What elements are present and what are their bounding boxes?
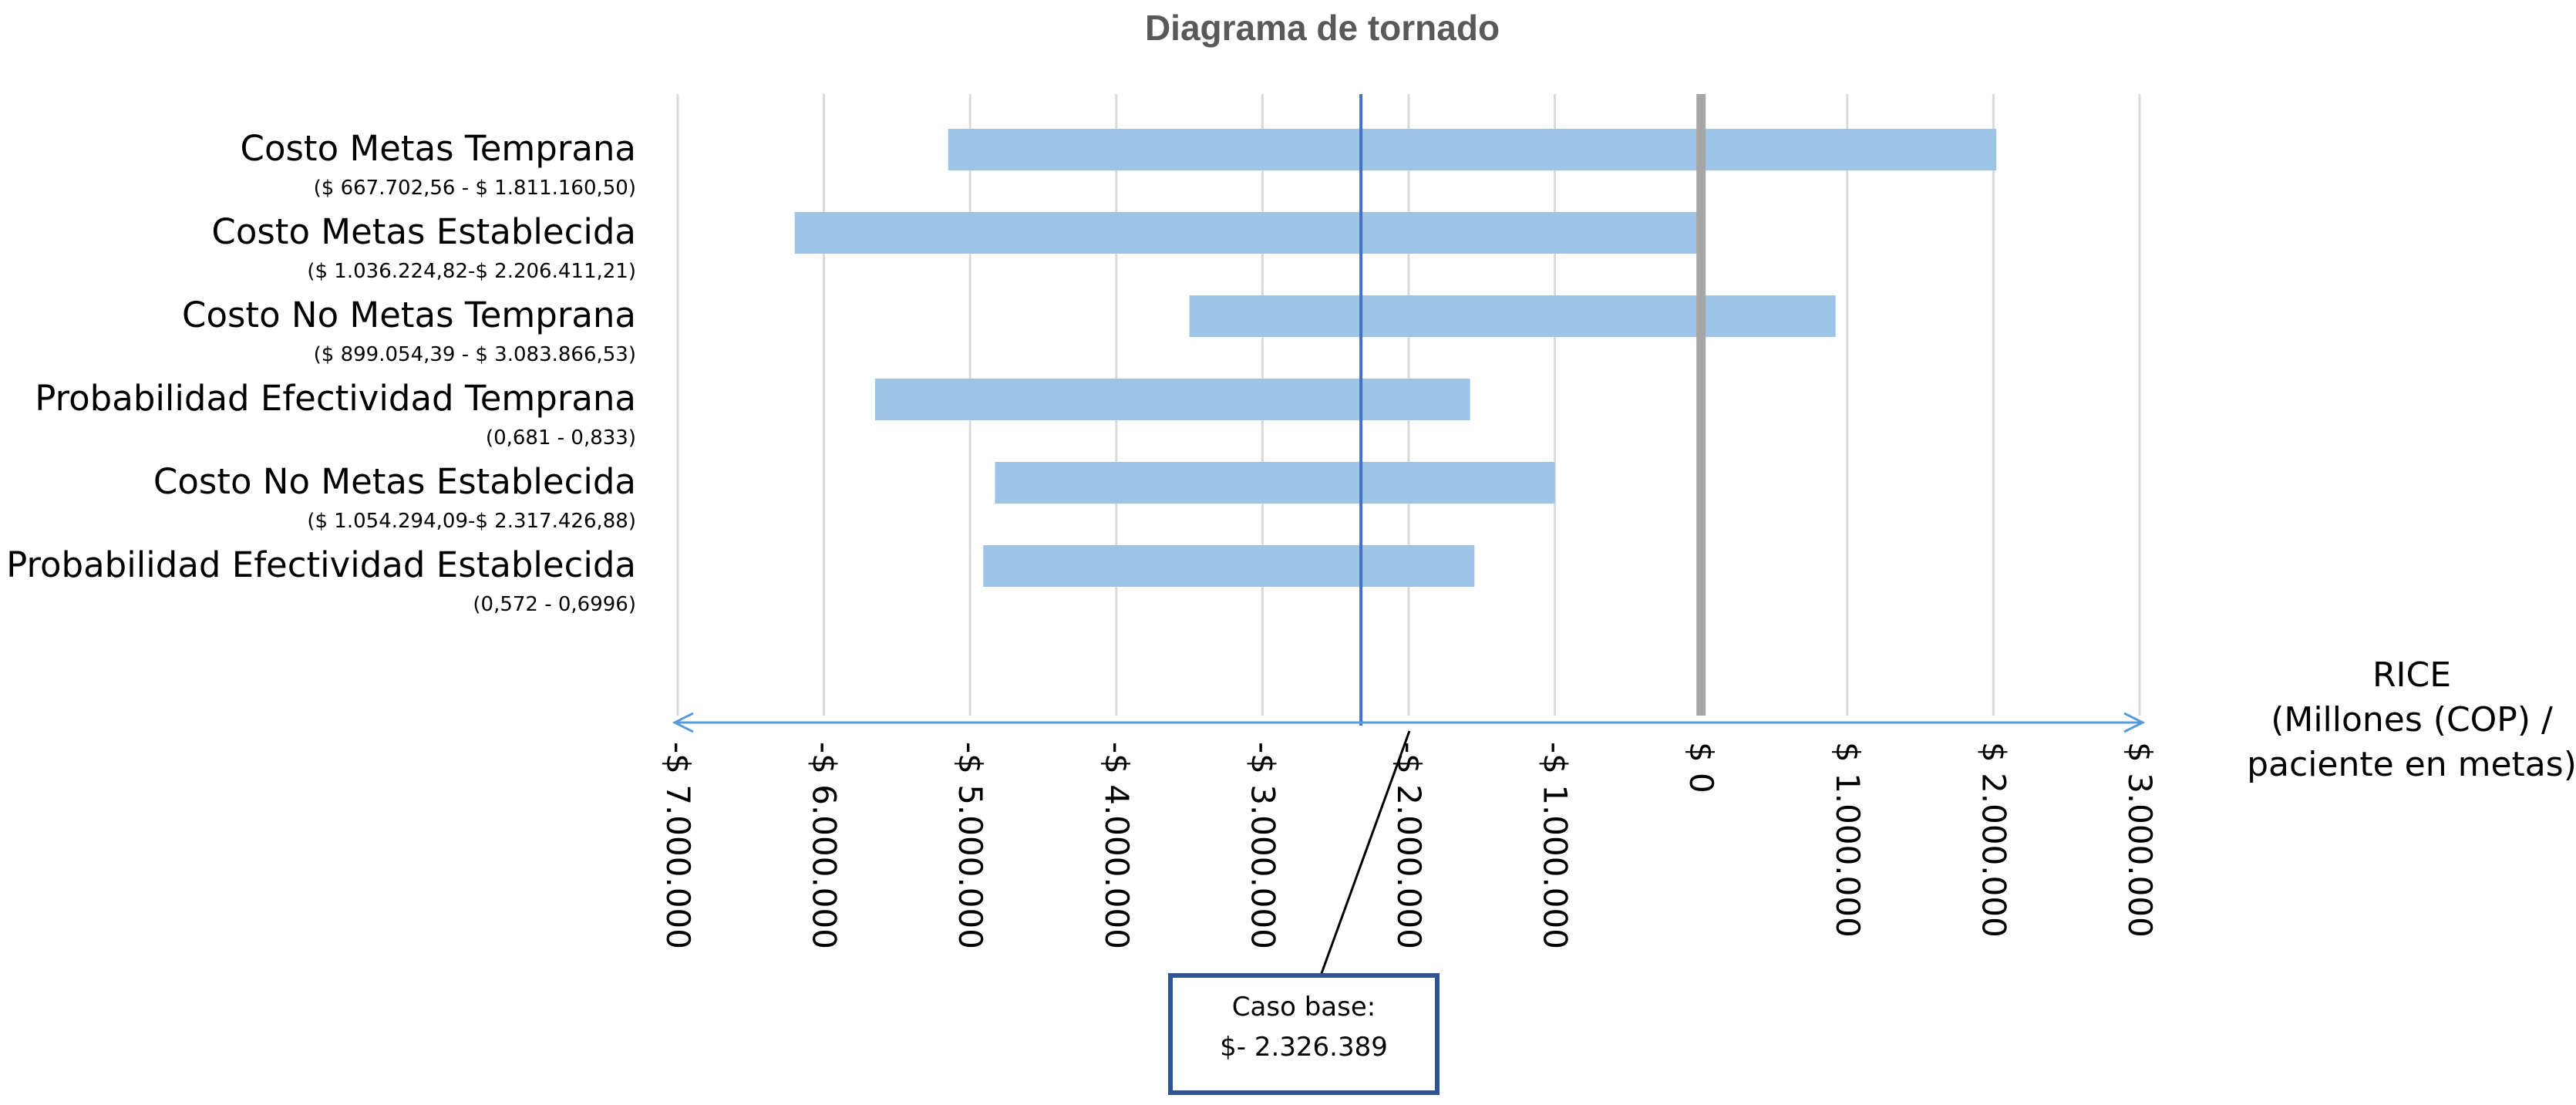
x-axis-arrow-left xyxy=(672,712,694,733)
bar-group xyxy=(794,129,1997,587)
x-tick-label: -$ 2.000.000 xyxy=(1390,742,1428,949)
category-range-label: ($ 1.036.224,82-$ 2.206.411,21) xyxy=(307,260,636,283)
category-range-label: (0,572 - 0,6996) xyxy=(473,593,636,616)
base-case-value: $- 2.326.389 xyxy=(1220,1032,1388,1063)
x-tick-label: $ 0 xyxy=(1682,742,1720,793)
bar-3 xyxy=(1189,295,1836,337)
x-tick-label: -$ 1.000.000 xyxy=(1537,742,1574,949)
category-label: Costo No Metas Establecida xyxy=(153,461,636,502)
x-tick-label: -$ 4.000.000 xyxy=(1098,742,1136,949)
category-range-label: ($ 667.702,56 - $ 1.811.160,50) xyxy=(314,177,636,200)
x-axis-title-line: (Millones (COP) / xyxy=(2271,700,2553,739)
x-axis-title-line: paciente en metas) xyxy=(2247,745,2576,784)
bar-5 xyxy=(995,462,1555,504)
callout-box xyxy=(1168,973,1440,1095)
x-tick-label: -$ 6.000.000 xyxy=(806,742,844,949)
x-tick-labels: -$ 7.000.000 -$ 6.000.000 -$ 5.000.000 -$ 4… xyxy=(659,742,2159,949)
category-label: Costo Metas Establecida xyxy=(211,211,636,252)
x-axis-title-line: RICE xyxy=(2372,655,2451,695)
category-labels: Costo Metas Temprana ($ 667.702,56 - $ 1.… xyxy=(6,128,636,616)
chart-title: Diagrama de tornado xyxy=(1145,8,1500,48)
category-label: Probabilidad Efectividad Establecida xyxy=(6,544,636,585)
base-case-title: Caso base: xyxy=(1232,992,1376,1022)
category-label: Probabilidad Efectividad Temprana xyxy=(35,378,636,419)
x-axis-title: RICE (Millones (COP) / paciente en metas) xyxy=(2247,655,2576,784)
x-tick-label: $ 3.000.000 xyxy=(2121,742,2159,938)
category-range-label: ($ 899.054,39 - $ 3.083.866,53) xyxy=(314,343,636,366)
x-tick-label: -$ 5.000.000 xyxy=(951,742,989,949)
x-axis-arrow-right xyxy=(2123,712,2146,733)
bar-4 xyxy=(874,379,1470,420)
bar-1 xyxy=(948,129,1997,170)
bar-2 xyxy=(794,212,1702,254)
category-range-label: ($ 1.054.294,09-$ 2.317.426,88) xyxy=(307,510,636,533)
x-tick-label: $ 2.000.000 xyxy=(1975,742,2012,938)
x-tick-label: $ 1.000.000 xyxy=(1829,742,1867,938)
x-tick-label: -$ 3.000.000 xyxy=(1244,742,1281,949)
category-label: Costo Metas Temprana xyxy=(241,128,636,169)
reference-lines xyxy=(1359,94,1706,726)
callout-leader xyxy=(1319,730,1411,976)
base-case-callout: Caso base: $- 2.326.389 xyxy=(1168,730,1440,1095)
category-label: Costo No Metas Temprana xyxy=(182,295,636,335)
x-axis xyxy=(672,712,2146,733)
x-tick-label: -$ 7.000.000 xyxy=(659,742,697,949)
category-range-label: (0,681 - 0,833) xyxy=(486,426,636,450)
bar-6 xyxy=(983,545,1475,587)
